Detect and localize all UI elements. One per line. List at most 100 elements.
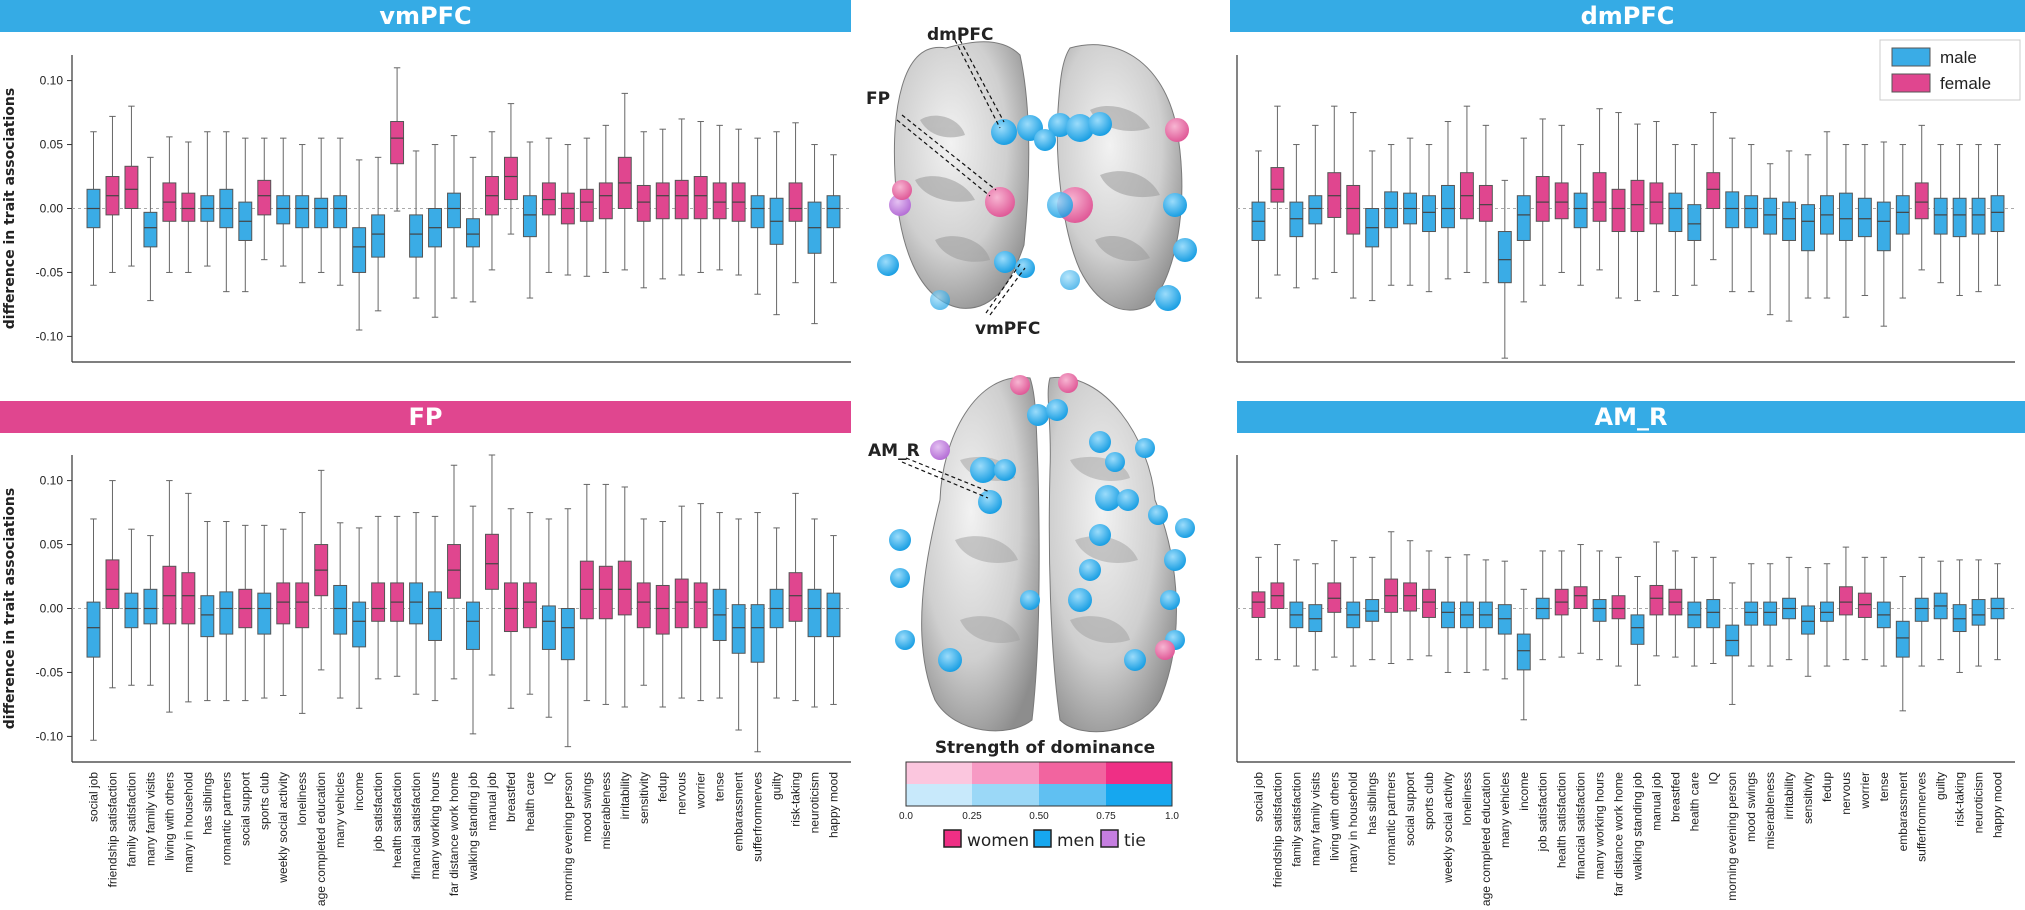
vmpfc-box-24	[541, 137, 556, 273]
am_r-iqr-18	[1592, 599, 1607, 622]
fp-xtick-label-28: irritability	[618, 772, 632, 819]
vmpfc-iqr-14	[352, 227, 367, 273]
am_r-iqr-24	[1706, 599, 1721, 629]
fp-iqr-1	[105, 559, 120, 609]
am_r-xtick-label-16: health satisfaction	[1555, 772, 1569, 868]
vmpfc-box-12	[314, 137, 329, 273]
dmpfc-box-38	[1971, 144, 1986, 293]
legend-male-swatch	[1891, 47, 1931, 67]
dmpfc-box-22	[1668, 144, 1683, 296]
am_r-xtick-label-0: social job	[1251, 772, 1265, 822]
dmpfc-iqr-26	[1744, 195, 1759, 229]
brain-bottom-view: AM_R	[868, 373, 1195, 733]
vmpfc-box-20	[466, 156, 480, 303]
vmpfc-box-14	[352, 159, 367, 331]
fp-box-4	[162, 480, 177, 713]
dmpfc-box-23	[1687, 144, 1702, 286]
vmpfc-title: vmPFC	[379, 2, 472, 30]
dominance-colorbar: Strength of dominance 0.0 0.25 0.50 0.75…	[899, 738, 1179, 822]
dmpfc-box-36	[1933, 144, 1948, 284]
sex-legend: male female	[1879, 39, 2021, 101]
am_r-xtick-label-24: IQ	[1706, 772, 1720, 785]
am_r-xtick-label-22: breastfed	[1668, 772, 1682, 822]
fp-iqr-34	[731, 604, 746, 654]
am_r-box-34	[1895, 576, 1910, 712]
dmpfc-box-10	[1441, 121, 1455, 280]
am_r-iqr-17	[1573, 586, 1588, 609]
am_r-iqr-35	[1914, 597, 1929, 622]
am_r-box-1	[1270, 544, 1285, 661]
am_r-box-36	[1933, 560, 1948, 661]
am_r-box-25	[1725, 582, 1740, 705]
am_r-xtick-label-14: income	[1517, 772, 1531, 811]
vmpfc-box-2	[124, 105, 139, 267]
fp-box-29	[636, 518, 651, 686]
vmpfc-ytick-label-4: 0.10	[40, 74, 64, 88]
dmpfc-chart	[1236, 55, 2015, 363]
cb-women-0	[906, 762, 972, 784]
vmpfc-iqr-27	[598, 182, 613, 220]
am_r-iqr-34	[1895, 620, 1910, 658]
am_r-xtick-label-10: weekly social activity	[1441, 772, 1455, 884]
vmpfc-iqr-19	[447, 192, 461, 229]
am_r-iqr-38	[1971, 599, 1986, 626]
am_r-box-37	[1952, 559, 1967, 673]
am_r-box-2	[1289, 559, 1304, 667]
vmpfc-box-3	[143, 156, 158, 302]
am_r-box-33	[1876, 556, 1891, 667]
fp-xtick-label-38: neuroticism	[808, 772, 822, 833]
vmpfc-banner: vmPFC	[0, 0, 851, 32]
fp-xtick-label-1: friendship satisfaction	[105, 772, 119, 887]
am_r-box-21	[1649, 541, 1664, 657]
am_r-xtick-label-1: friendship satisfaction	[1270, 772, 1284, 887]
am_r-box-6	[1365, 556, 1380, 661]
fp-box-30	[655, 521, 670, 708]
am_r-xtick-label-34: embarassment	[1896, 771, 1910, 851]
vmpfc-box-30	[655, 128, 670, 280]
fp-iqr-27	[598, 565, 613, 620]
brain-bottom-pointers	[901, 457, 991, 499]
fp-title: FP	[408, 403, 443, 431]
fp-iqr-22	[503, 582, 518, 633]
vmpfc-box-37	[788, 122, 803, 284]
fp-box-28	[617, 486, 632, 708]
cb-men-2	[1039, 784, 1106, 806]
am_r-xtick-label-28: irritability	[1782, 772, 1796, 819]
region-label-vmpfc: vmPFC	[975, 319, 1040, 339]
am_r-xtick-label-26: mood swings	[1744, 772, 1758, 842]
am_r-xtick-label-38: neuroticism	[1972, 772, 1986, 833]
am_r-box-24	[1706, 556, 1721, 665]
fp-xtick-label-33: tense	[713, 772, 727, 802]
fp-xtick-label-20: walking standing job	[466, 772, 480, 881]
dmpfc-box-39	[1990, 144, 2005, 286]
vmpfc-box-32	[693, 121, 708, 273]
vmpfc-iqr-20	[466, 218, 480, 248]
fp-xtick-label-27: miserableness	[599, 772, 613, 849]
fp-xtick-label-9: sports club	[257, 772, 271, 830]
dmpfc-iqr-33	[1876, 201, 1891, 252]
dmpfc-box-27	[1763, 163, 1778, 316]
fp-iqr-4	[162, 565, 177, 625]
am_r-box-17	[1573, 544, 1588, 654]
dmpfc-iqr-22	[1668, 192, 1683, 233]
am_r-xtick-label-12: age completed education	[1479, 772, 1493, 906]
fp-xtick-label-17: financial satisfaction	[409, 772, 423, 879]
am_r-box-39	[1990, 563, 2005, 661]
fp-box-21	[485, 454, 499, 676]
fp-xtick-label-11: loneliness	[295, 772, 309, 825]
am_r-xtick-label-32: worrier	[1858, 772, 1872, 810]
fp-iqr-31	[674, 578, 689, 629]
am_r-xtick-label-17: financial satisfaction	[1574, 772, 1588, 879]
am_r-box-32	[1857, 556, 1872, 661]
am_r-iqr-20	[1630, 614, 1645, 645]
fp-iqr-7	[219, 591, 234, 635]
vmpfc-box-23	[522, 141, 537, 299]
vmpfc-iqr-30	[655, 182, 670, 220]
fp-xtick-label-15: job satisfaction	[371, 772, 385, 852]
fp-xtick-label-12: age completed education	[314, 772, 328, 906]
dmpfc-box-4	[1327, 105, 1342, 273]
fp-xtick-label-10: weekly social activity	[276, 772, 290, 884]
am_r-xtick-label-30: fedup	[1820, 772, 1834, 802]
dmpfc-box-26	[1744, 144, 1759, 293]
